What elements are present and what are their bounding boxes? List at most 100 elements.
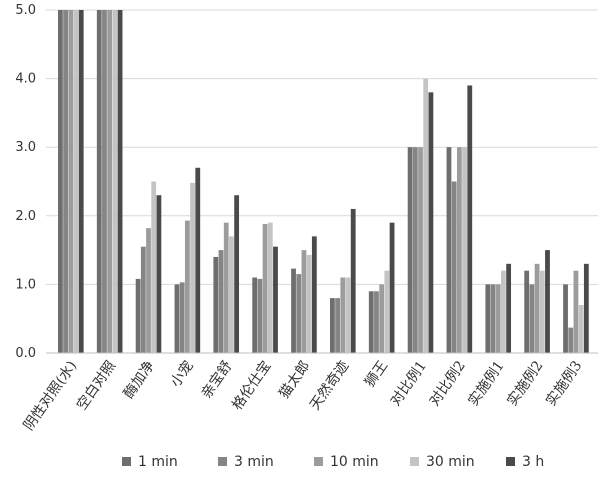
legend-label: 1 min [138, 454, 178, 470]
bar [296, 274, 302, 353]
x-tick-label: 狮王 [362, 358, 391, 390]
bar [501, 270, 506, 353]
bar [384, 270, 390, 353]
bar [467, 85, 473, 354]
y-tick-label: 0.0 [15, 346, 36, 361]
bar [340, 277, 346, 353]
bar [58, 10, 63, 353]
bar [117, 10, 123, 353]
bar [311, 236, 317, 353]
bar [112, 10, 118, 353]
bar [190, 182, 195, 353]
bar [223, 222, 229, 353]
bar [563, 284, 568, 353]
bar [257, 278, 263, 353]
legend-label: 3 h [522, 454, 544, 470]
x-tick-label: 猫太郎 [276, 358, 313, 402]
bar [218, 250, 224, 353]
x-tick-label: 酶加净 [121, 358, 158, 402]
bar [102, 10, 107, 353]
x-tick-label: 对比例1 [388, 358, 430, 409]
bar [539, 270, 545, 353]
bar [428, 92, 434, 353]
bar [73, 10, 79, 353]
legend-label: 30 min [426, 454, 475, 470]
bar [573, 270, 579, 353]
y-tick-label: 2.0 [15, 209, 36, 224]
bar [583, 263, 589, 353]
bar [462, 147, 467, 353]
y-tick-label: 5.0 [15, 3, 36, 18]
bar [174, 284, 180, 353]
legend-swatch [410, 457, 419, 466]
bar [267, 222, 273, 353]
x-tick-label: 实施例2 [504, 358, 546, 409]
y-axis: 0.0 1.0 2.0 3.0 4.0 5.0 [15, 3, 36, 361]
bar [534, 263, 540, 353]
bar [330, 298, 335, 353]
bar [262, 224, 268, 353]
legend-swatch [314, 457, 323, 466]
x-tick-label: 空白对照 [74, 358, 119, 413]
bar [252, 277, 258, 353]
bar [229, 236, 234, 353]
x-tick-label: 实施例3 [543, 358, 585, 409]
x-tick-label: 天然奇迹 [306, 358, 352, 414]
bar [506, 263, 512, 353]
bar [151, 181, 157, 353]
bar [446, 147, 452, 353]
bar [273, 246, 278, 353]
bar [135, 278, 141, 353]
x-tick-label: 对比例2 [427, 358, 469, 409]
bar [301, 250, 307, 353]
grid-lines [46, 9, 598, 285]
x-tick-label: 阴性对照(水) [21, 358, 81, 433]
bar [529, 284, 535, 353]
bar [146, 228, 151, 353]
y-tick-label: 4.0 [15, 72, 36, 87]
bar [156, 195, 162, 353]
y-tick-label: 3.0 [15, 140, 36, 155]
legend-swatch [122, 457, 131, 466]
bar [368, 291, 374, 353]
bar [490, 284, 496, 353]
bar [456, 147, 462, 353]
bar [107, 10, 113, 353]
bar [140, 246, 146, 353]
legend-swatch [506, 457, 515, 466]
bar [412, 147, 418, 353]
bar [568, 327, 574, 353]
bar [350, 208, 356, 353]
bar [345, 277, 351, 353]
bar [96, 10, 102, 353]
bar [306, 254, 312, 353]
x-tick-label: 小宠 [168, 358, 197, 390]
bar [68, 10, 74, 353]
bar [495, 284, 501, 353]
bar [179, 282, 185, 353]
x-tick-label: 实施例1 [465, 358, 507, 409]
bar [578, 304, 584, 353]
legend-swatch [218, 457, 227, 466]
bar [423, 78, 429, 353]
x-tick-label: 格伦仕宝 [229, 358, 274, 413]
legend-label: 3 min [234, 454, 274, 470]
bar [63, 10, 68, 353]
bar [374, 291, 379, 353]
bars [58, 10, 589, 354]
bar [389, 222, 395, 353]
bar [234, 195, 240, 353]
bar [545, 250, 550, 353]
bar [379, 284, 385, 353]
x-tick-label: 亲宝舒 [199, 358, 236, 402]
bar [418, 147, 423, 353]
bar [291, 268, 296, 353]
bar [451, 181, 457, 353]
bar [407, 147, 413, 353]
bar [213, 256, 219, 353]
y-tick-label: 1.0 [15, 277, 36, 292]
bar [195, 167, 201, 353]
bar [335, 298, 340, 353]
